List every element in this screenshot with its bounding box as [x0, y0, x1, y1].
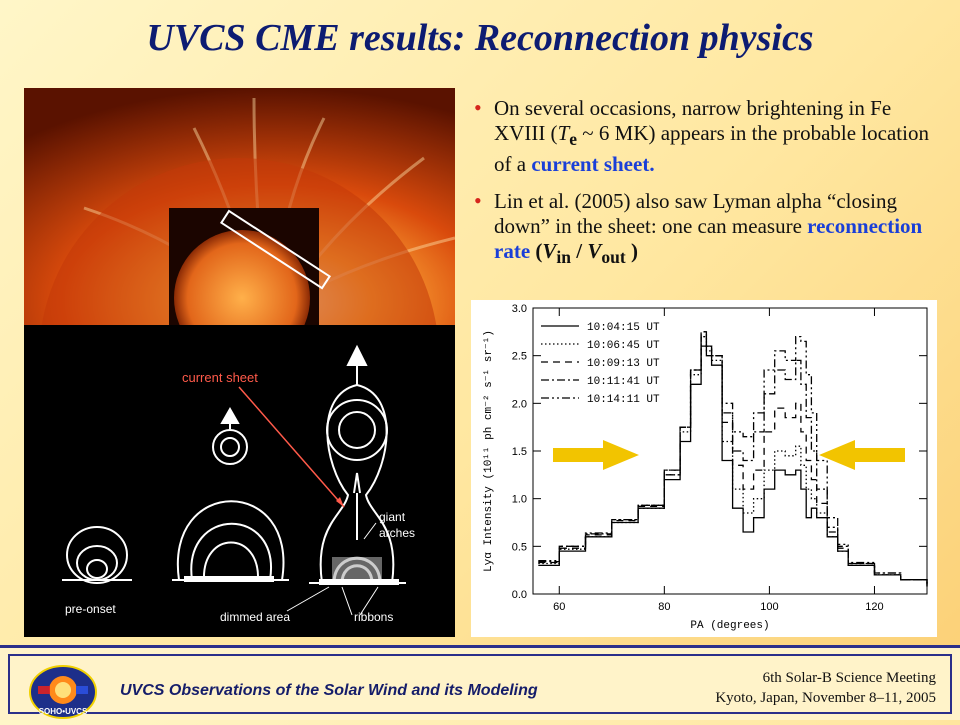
- bullet-dot-icon: •: [474, 188, 482, 214]
- series-line-5: [538, 335, 928, 587]
- left-yellow-arrow: [553, 440, 639, 470]
- current-sheet-highlight: current sheet.: [531, 152, 655, 177]
- legend-entry: 10:14:11 UT: [587, 394, 660, 406]
- giant-arches-label-2: arches: [379, 526, 415, 540]
- legend-entry: 10:06:45 UT: [587, 340, 660, 352]
- lyman-alpha-plot: 0.0 0.5 1.0 1.5 2.0 2.5 3.0 60 80 100 120 PA (degre…: [471, 300, 937, 637]
- soho-uvcs-logo: SOHO•UVCS: [28, 664, 98, 720]
- footer-meeting-info: 6th Solar-B Science Meeting Kyoto, Japan…: [715, 670, 936, 706]
- slide-title: UVCS CME results: Reconnection physics: [146, 17, 814, 59]
- bullet-item: • On several occasions, narrow brighteni…: [474, 95, 929, 177]
- x-tick-label: 100: [760, 601, 778, 613]
- current-sheet-label: current sheet: [182, 370, 258, 385]
- pre-onset-label: pre-onset: [65, 602, 116, 616]
- footer-program-title: UVCS Observations of the Solar Wind and …: [120, 682, 538, 699]
- x-tick-label: 60: [553, 601, 565, 613]
- x-tick-label: 80: [658, 601, 670, 613]
- legend-entry: 10:11:41 UT: [587, 376, 660, 388]
- y-tick-label: 3.0: [512, 303, 527, 315]
- y-tick-label: 0.0: [512, 589, 527, 601]
- legend-entry: 10:09:13 UT: [587, 358, 660, 370]
- y-tick-label: 1.5: [512, 446, 527, 458]
- svg-text:SOHO•UVCS: SOHO•UVCS: [39, 707, 88, 716]
- giant-arches-label-1: giant: [379, 510, 406, 524]
- footer: SOHO•UVCS UVCS Observations of the Solar…: [0, 645, 960, 720]
- bullet-dot-icon: •: [474, 95, 482, 120]
- y-tick-label: 1.0: [512, 494, 527, 506]
- coronagraph-image: [24, 88, 455, 325]
- reconnection-rate-highlight: reconnection rate: [494, 214, 923, 264]
- right-yellow-arrow: [819, 440, 905, 470]
- reconnection-schematic: current sheet giant arches pre-onset dim…: [24, 325, 455, 637]
- y-tick-label: 2.0: [512, 398, 527, 410]
- y-tick-label: 0.5: [512, 541, 527, 553]
- y-tick-label: 2.5: [512, 351, 527, 363]
- bullet-list: • On several occasions, narrow brighteni…: [474, 95, 944, 282]
- legend-entry: 10:04:15 UT: [587, 322, 660, 334]
- x-tick-label: 120: [865, 601, 883, 613]
- bullet-item: • Lin et al. (2005) also saw Lyman alpha…: [474, 188, 923, 268]
- y-axis-label: Lyα Intensity (10¹¹ ph cm⁻² s⁻¹ sr⁻¹): [483, 330, 495, 572]
- footer-frame: SOHO•UVCS UVCS Observations of the Solar…: [8, 654, 952, 719]
- ribbons-label: ribbons: [354, 610, 393, 624]
- dimmed-area-label: dimmed area: [220, 610, 290, 624]
- x-axis-label: PA (degrees): [690, 620, 769, 632]
